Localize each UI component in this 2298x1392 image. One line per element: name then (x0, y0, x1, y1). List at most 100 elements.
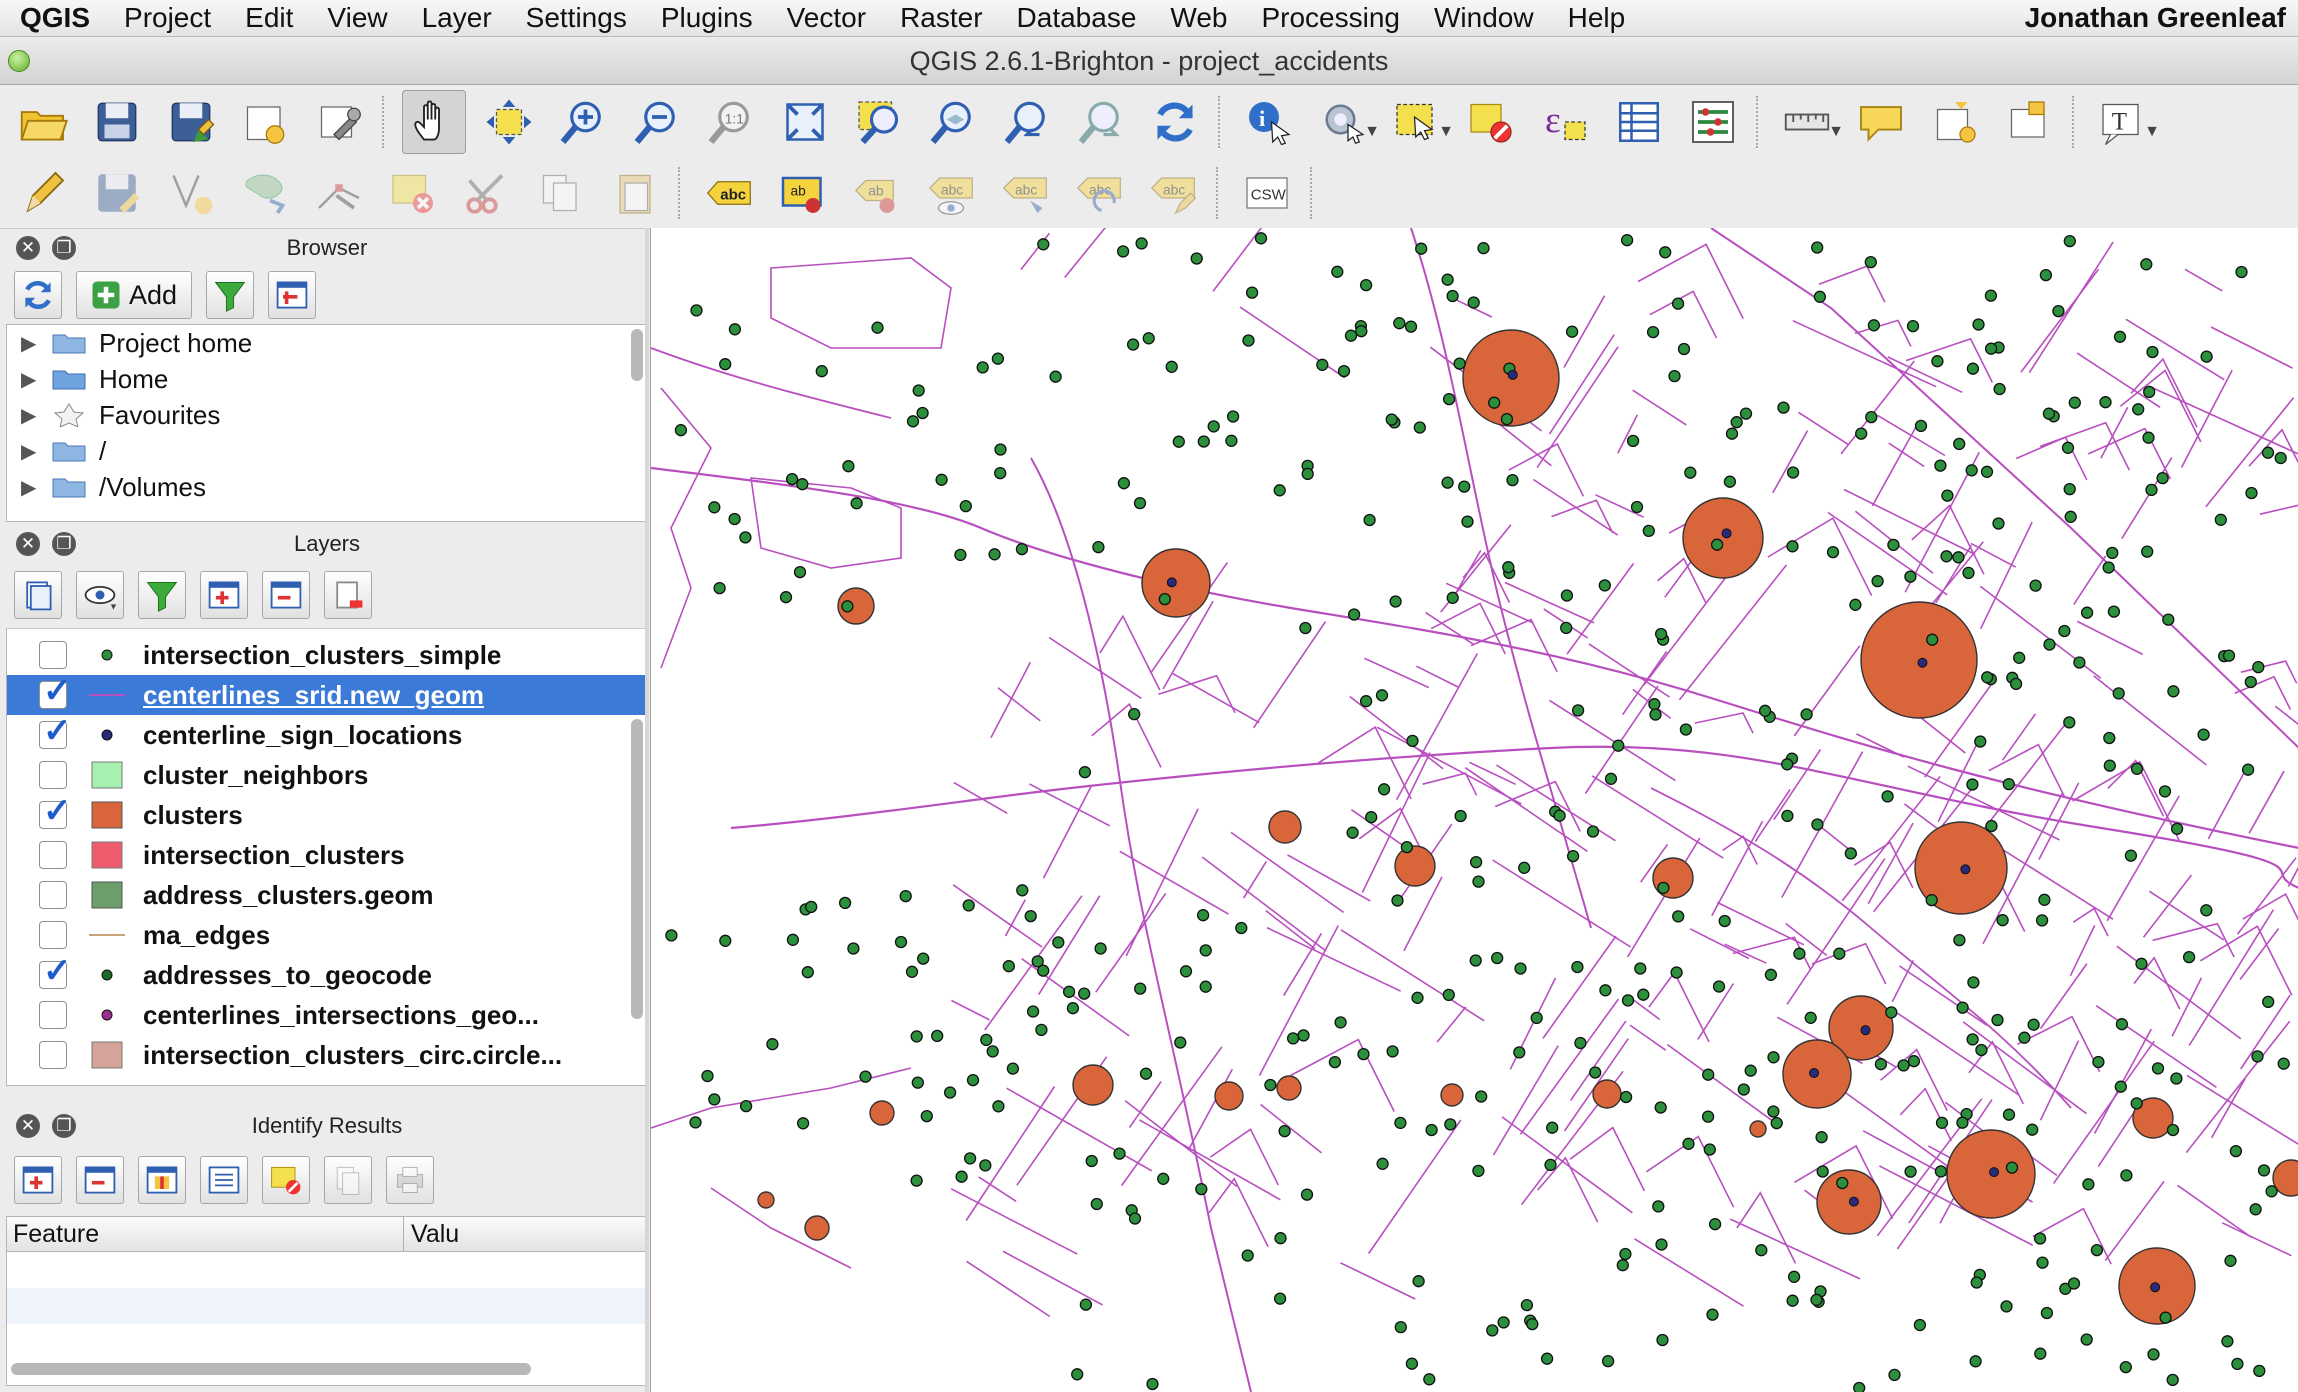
expand-arrow-icon[interactable]: ▶ (21, 404, 37, 427)
close-panel-icon[interactable]: ✕ (16, 236, 40, 260)
expand-arrow-icon[interactable]: ▶ (21, 332, 37, 355)
layer-visibility-checkbox[interactable] (39, 841, 67, 869)
zoom-full-icon[interactable] (774, 91, 836, 153)
new-bookmark-icon[interactable] (1924, 91, 1986, 153)
menu-processing[interactable]: Processing (1261, 2, 1400, 33)
menu-web[interactable]: Web (1170, 2, 1228, 33)
float-panel-icon[interactable]: ❐ (52, 532, 76, 556)
remove-layer-button[interactable] (324, 571, 372, 619)
change-label-icon[interactable]: abc (1142, 162, 1204, 224)
menu-project[interactable]: Project (124, 2, 212, 33)
move-label-icon[interactable]: abc (994, 162, 1056, 224)
run-feature-action-icon[interactable]: ▼ (1312, 91, 1380, 153)
browser-item-project-home[interactable]: ▶ Project home (7, 325, 647, 361)
zoom-out-icon[interactable] (626, 91, 688, 153)
browser-scrollbar[interactable] (631, 329, 643, 381)
open-form-button[interactable] (200, 1156, 248, 1204)
statistical-summary-icon[interactable] (1682, 91, 1744, 153)
menu-window[interactable]: Window (1434, 2, 1534, 33)
close-panel-icon[interactable]: ✕ (16, 532, 40, 556)
layer-visibility-checkbox[interactable] (39, 921, 67, 949)
layer-item[interactable]: ✓ clusters (7, 792, 647, 835)
expand-arrow-icon[interactable]: ▶ (21, 440, 37, 463)
csw-client-icon[interactable]: CSW (1236, 162, 1298, 224)
pin-labels-icon[interactable]: ab (846, 162, 908, 224)
browser-item-volumes[interactable]: ▶ /Volumes (7, 469, 647, 505)
map-layers[interactable] (651, 228, 2298, 1392)
expand-all-button[interactable] (200, 571, 248, 619)
menu-raster[interactable]: Raster (900, 2, 983, 33)
measure-line-icon[interactable]: ▼ (1776, 91, 1844, 153)
cut-features-icon[interactable] (456, 162, 518, 224)
menu-plugins[interactable]: Plugins (660, 2, 753, 33)
text-annotation-icon[interactable]: T ▼ (2092, 91, 2160, 153)
zoom-to-layer-icon[interactable] (922, 91, 984, 153)
highlight-pinned-labels-icon[interactable]: ab (772, 162, 834, 224)
identify-horizontal-scrollbar[interactable] (11, 1363, 531, 1375)
show-bookmarks-icon[interactable] (1998, 91, 2060, 153)
open-attribute-table-icon[interactable] (1608, 91, 1670, 153)
layer-item[interactable]: centerlines_intersections_geo... (7, 995, 647, 1035)
paste-features-icon[interactable] (604, 162, 666, 224)
menu-view[interactable]: View (327, 2, 388, 33)
layer-visibility-checkbox[interactable] (39, 641, 67, 669)
layer-visibility-checkbox[interactable]: ✓ (39, 712, 72, 750)
rotate-label-icon[interactable]: abc (1068, 162, 1130, 224)
menu-database[interactable]: Database (1016, 2, 1137, 33)
save-as-icon[interactable] (160, 91, 222, 153)
layer-item[interactable]: address_clusters.geom (7, 875, 647, 915)
browser-item-favourites[interactable]: ▶ Favourites (7, 397, 647, 433)
layer-item[interactable]: ✓ addresses_to_geocode (7, 952, 647, 995)
menu-help[interactable]: Help (1567, 2, 1626, 33)
collapse-all-button[interactable] (262, 571, 310, 619)
toggle-editing-icon[interactable] (12, 162, 74, 224)
composer-manager-icon[interactable] (308, 91, 370, 153)
move-feature-icon[interactable] (234, 162, 296, 224)
layer-item[interactable]: ✓ centerline_sign_locations (7, 712, 647, 755)
manage-visibility-button[interactable]: ▼ (76, 571, 124, 619)
float-panel-icon[interactable]: ❐ (52, 236, 76, 260)
expand-arrow-icon[interactable]: ▶ (21, 368, 37, 391)
expand-arrow-icon[interactable]: ▶ (21, 476, 37, 499)
layer-visibility-checkbox[interactable]: ✓ (39, 672, 72, 710)
app-menu[interactable]: QGIS (20, 2, 91, 33)
save-layer-edits-icon[interactable] (86, 162, 148, 224)
identify-features-icon[interactable]: i (1238, 91, 1300, 153)
new-print-composer-icon[interactable] (234, 91, 296, 153)
zoom-to-selection-icon[interactable] (848, 91, 910, 153)
table-row[interactable] (7, 1252, 647, 1288)
layer-item[interactable]: cluster_neighbors (7, 755, 647, 795)
pan-map-icon[interactable] (402, 90, 466, 154)
add-group-button[interactable] (14, 571, 62, 619)
copy-features-icon[interactable] (530, 162, 592, 224)
delete-selected-icon[interactable] (382, 162, 444, 224)
collapse-all-button[interactable] (268, 271, 317, 319)
layer-visibility-checkbox[interactable]: ✓ (39, 792, 72, 830)
layer-visibility-checkbox[interactable] (39, 881, 67, 909)
layer-visibility-checkbox[interactable] (39, 1001, 67, 1029)
filter-browser-button[interactable] (206, 271, 255, 319)
clear-results-button[interactable] (262, 1156, 310, 1204)
add-feature-icon[interactable] (160, 162, 222, 224)
column-feature-header[interactable]: Feature (13, 1219, 100, 1248)
layer-item-selected[interactable]: ✓ centerlines_srid.new_geom (7, 672, 647, 715)
panel-splitter[interactable] (645, 228, 649, 1392)
layer-labeling-icon[interactable]: abc (698, 162, 760, 224)
select-features-icon[interactable]: ▼ (1386, 91, 1454, 153)
zoom-last-icon[interactable] (996, 91, 1058, 153)
zoom-next-icon[interactable] (1070, 91, 1132, 153)
zoom-in-icon[interactable] (552, 91, 614, 153)
layer-visibility-checkbox[interactable] (39, 761, 67, 789)
print-results-button[interactable] (386, 1156, 434, 1204)
pan-to-selection-icon[interactable] (478, 91, 540, 153)
menu-edit[interactable]: Edit (245, 2, 294, 33)
save-project-icon[interactable] (86, 91, 148, 153)
float-panel-icon[interactable]: ❐ (52, 1114, 76, 1138)
filter-legend-button[interactable] (138, 571, 186, 619)
zoom-actual-size-icon[interactable]: 1:1 (700, 91, 762, 153)
expand-new-results-button[interactable] (138, 1156, 186, 1204)
layers-scrollbar[interactable] (631, 719, 643, 1019)
column-value-header[interactable]: Valu (411, 1219, 460, 1248)
refresh-browser-button[interactable] (14, 271, 62, 319)
layer-visibility-checkbox[interactable] (39, 1041, 67, 1069)
